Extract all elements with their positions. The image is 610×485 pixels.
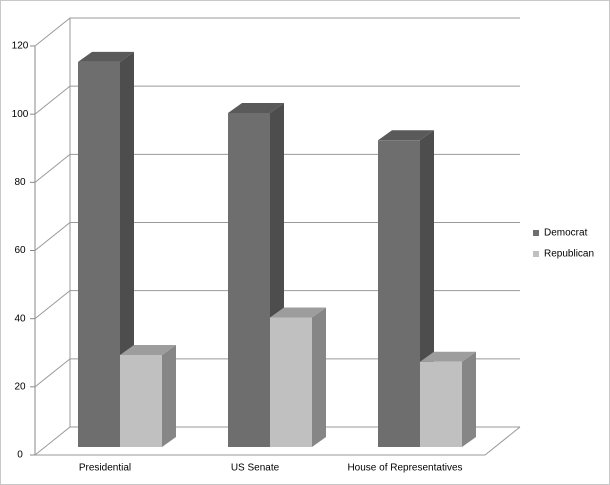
bar-side <box>312 307 326 447</box>
bar <box>270 307 326 447</box>
bar-front <box>420 361 462 447</box>
grid-line <box>34 153 520 183</box>
grid-line <box>34 290 520 320</box>
y-tick-label: 40 <box>14 313 26 324</box>
grid-line <box>34 222 520 251</box>
x-tick-label: Presidential <box>79 463 131 474</box>
bar-front <box>228 112 270 447</box>
bar-side <box>462 351 476 447</box>
bar <box>420 351 476 447</box>
grid-line <box>34 85 520 115</box>
legend-label: Democrat <box>544 228 588 239</box>
y-tick-label: 60 <box>14 245 26 256</box>
bar-front <box>120 354 162 447</box>
bar-top <box>378 130 434 141</box>
bar-top <box>420 351 476 362</box>
bar-front <box>378 140 420 447</box>
bar-front <box>270 317 312 447</box>
floor <box>35 426 521 456</box>
y-tick-label: 120 <box>12 41 29 52</box>
legend-swatch <box>533 251 539 257</box>
legend-label: Republican <box>544 249 594 260</box>
bar-side <box>162 344 176 447</box>
y-tick-label: 0 <box>17 450 23 461</box>
bar-top <box>78 51 134 62</box>
y-tick-label: 80 <box>14 177 26 188</box>
bar-front <box>78 61 120 447</box>
bar-top <box>228 102 284 113</box>
bar-top <box>270 307 326 318</box>
grid-line <box>34 426 520 456</box>
grid-line <box>34 17 520 47</box>
x-tick-label: US Senate <box>231 463 280 474</box>
x-tick-label: House of Representatives <box>347 463 462 474</box>
grid-line <box>34 358 520 388</box>
bar-top <box>120 344 176 355</box>
bar <box>120 344 176 447</box>
legend-swatch <box>533 230 539 236</box>
y-tick-label: 100 <box>12 109 29 120</box>
y-tick-label: 20 <box>14 381 26 392</box>
